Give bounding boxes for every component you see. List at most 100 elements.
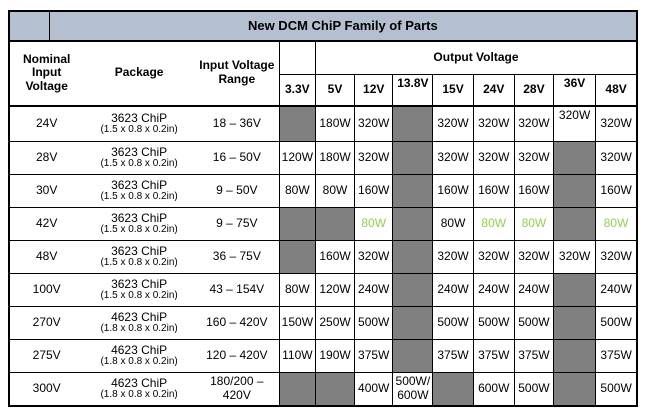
col-header-5v: 5V (314, 73, 356, 107)
blank-header-cell (278, 40, 316, 75)
power-cell: 160W (354, 173, 394, 208)
input-range-cell: 18 – 36V (194, 105, 280, 142)
package-dimensions: (1.8 x 0.8 x 0.2in) (100, 355, 178, 367)
package-name: 3623 ChiP (111, 144, 168, 159)
power-cell: 320W (513, 239, 555, 274)
power-cell: 180W (314, 140, 356, 175)
input-range-cell: 9 – 50V (194, 173, 280, 208)
power-cell: 80W (432, 206, 474, 241)
package-name: 3623 ChiP (111, 177, 168, 192)
na-cell (314, 371, 356, 406)
col-header-48v: 48V (595, 73, 638, 107)
power-cell: 180W (314, 105, 356, 142)
power-cell: 190W (314, 338, 356, 373)
power-cell: 80W (314, 173, 356, 208)
col-header-output-voltage: Output Voltage (314, 40, 638, 75)
package-name: 4623 ChiP (111, 309, 168, 324)
na-cell (392, 105, 434, 142)
col-header-nominal-input-voltage: Nominal Input Voltage (9, 40, 84, 107)
package-cell: 4623 ChiP (1.8 x 0.8 x 0.2in) (83, 305, 195, 340)
table-row: 270V 4623 ChiP (1.8 x 0.8 x 0.2in) 160 – 42… (9, 305, 638, 340)
nominal-voltage-cell: 275V (9, 338, 84, 373)
power-cell: 320W (472, 140, 515, 175)
power-cell: 375W (432, 338, 474, 373)
power-cell: 240W (354, 272, 394, 307)
power-cell: 160W (513, 173, 555, 208)
na-cell (553, 206, 597, 241)
table-row: 100V 3623 ChiP (1.5 x 0.8 x 0.2in) 43 – 154… (9, 272, 638, 307)
package-cell: 3623 ChiP (1.5 x 0.8 x 0.2in) (83, 105, 195, 142)
package-cell: 3623 ChiP (1.5 x 0.8 x 0.2in) (83, 206, 195, 241)
power-cell: 120W (278, 140, 316, 175)
package-cell: 3623 ChiP (1.5 x 0.8 x 0.2in) (83, 140, 195, 175)
power-cell: 250W (314, 305, 356, 340)
col-header-12v: 12V (354, 73, 394, 107)
input-range-cell: 16 – 50V (194, 140, 280, 175)
package-dimensions: (1.5 x 0.8 x 0.2in) (100, 223, 178, 235)
nominal-voltage-cell: 30V (9, 173, 84, 208)
power-cell: 320W (354, 239, 394, 274)
package-cell: 4623 ChiP (1.8 x 0.8 x 0.2in) (83, 338, 195, 373)
nominal-voltage-cell: 300V (9, 371, 84, 406)
power-cell: 500W (354, 305, 394, 340)
na-cell (553, 371, 597, 406)
power-cell: 240W (432, 272, 474, 307)
power-cell: 320W (432, 105, 474, 142)
table-row: 28V 3623 ChiP (1.5 x 0.8 x 0.2in) 16 – 50V 1… (9, 140, 638, 175)
package-name: 3623 ChiP (111, 276, 168, 291)
na-cell (553, 140, 597, 175)
package-cell: 3623 ChiP (1.5 x 0.8 x 0.2in) (83, 239, 195, 274)
package-dimensions: (1.5 x 0.8 x 0.2in) (100, 289, 178, 301)
input-range-cell: 36 – 75V (194, 239, 280, 274)
col-header-3v3: 3.3V (278, 73, 316, 107)
table-row: 30V 3623 ChiP (1.5 x 0.8 x 0.2in) 9 – 50V 80… (9, 173, 638, 208)
col-header-15v: 15V (432, 73, 474, 107)
power-cell: 500W (513, 371, 555, 406)
power-cell: 320W (513, 140, 555, 175)
power-cell: 500W/ 600W (392, 371, 434, 406)
input-range-cell: 180/200 – 420V (194, 371, 280, 406)
na-cell (392, 305, 434, 340)
power-cell: 150W (278, 305, 316, 340)
power-cell: 240W (595, 272, 638, 307)
na-cell (553, 305, 597, 340)
power-cell: 80W (595, 206, 638, 241)
package-name: 3623 ChiP (111, 243, 168, 258)
power-cell: 80W (354, 206, 394, 241)
na-cell (553, 272, 597, 307)
package-name: 3623 ChiP (111, 110, 168, 125)
nominal-voltage-cell: 100V (9, 272, 84, 307)
na-cell (278, 105, 316, 142)
col-header-28v: 28V (513, 73, 555, 107)
na-cell (553, 338, 597, 373)
power-cell: 320W (595, 140, 638, 175)
power-cell: 320W (595, 239, 638, 274)
package-dimensions: (1.8 x 0.8 x 0.2in) (100, 322, 178, 334)
power-cell: 160W (314, 239, 356, 274)
package-cell: 3623 ChiP (1.5 x 0.8 x 0.2in) (83, 173, 195, 208)
na-cell (392, 239, 434, 274)
na-cell (314, 206, 356, 241)
power-cell: 320W (513, 105, 555, 142)
input-range-cell: 160 – 420V (194, 305, 280, 340)
power-cell: 320W (472, 239, 515, 274)
na-cell (392, 206, 434, 241)
input-range-cell: 43 – 154V (194, 272, 280, 307)
table-title: New DCM ChiP Family of Parts (48, 10, 638, 42)
power-cell: 160W (472, 173, 515, 208)
dcm-chip-parts-table: New DCM ChiP Family of Parts Nominal Inp… (8, 10, 638, 407)
na-cell (392, 140, 434, 175)
na-cell (278, 371, 316, 406)
na-cell (392, 173, 434, 208)
package-dimensions: (1.5 x 0.8 x 0.2in) (100, 190, 178, 202)
power-cell: 320W (354, 105, 394, 142)
power-cell: 600W (472, 371, 515, 406)
power-cell: 80W (278, 272, 316, 307)
power-cell: 80W (278, 173, 316, 208)
col-header-13v8: 13.8V (392, 73, 434, 107)
power-cell: 240W (513, 272, 555, 307)
package-cell: 4623 ChiP (1.8 x 0.8 x 0.2in) (83, 371, 195, 406)
col-header-input-voltage-range: Input Voltage Range (194, 40, 280, 107)
power-cell: 375W (354, 338, 394, 373)
nominal-voltage-cell: 270V (9, 305, 84, 340)
